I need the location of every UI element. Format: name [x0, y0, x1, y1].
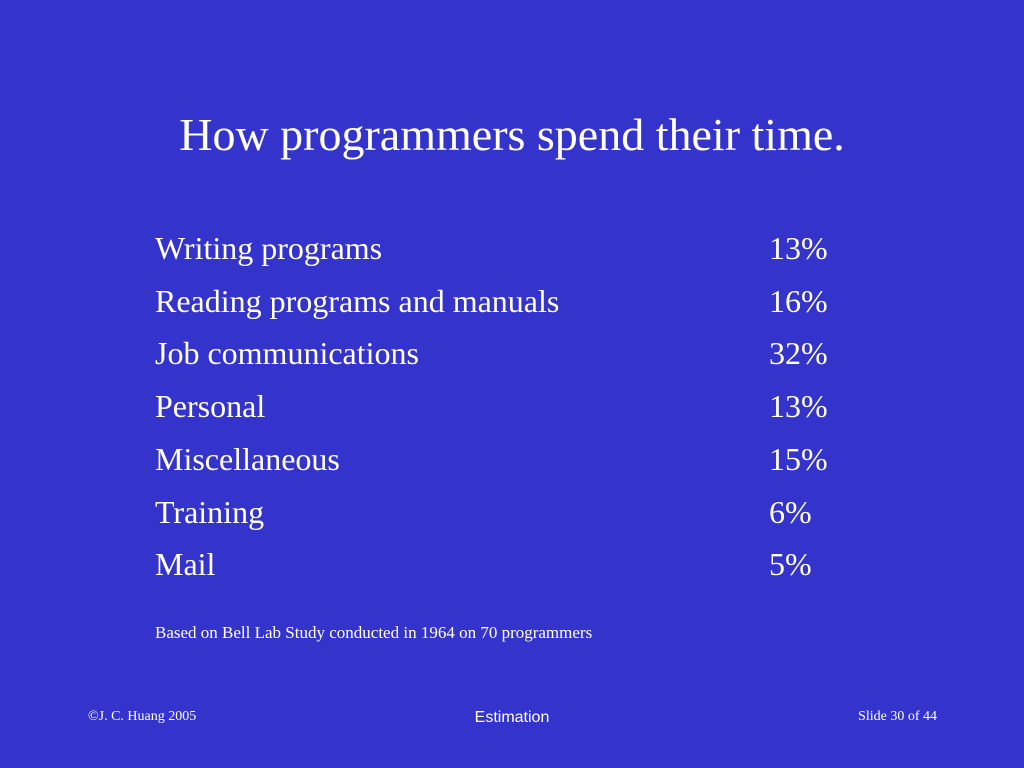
footer-left: ©J. C. Huang 2005 [88, 709, 197, 724]
activity-share: 6% [769, 493, 812, 530]
footnote: Based on Bell Lab Study conducted in 196… [155, 623, 593, 642]
activity-share: 16% [769, 282, 828, 319]
activity-label: Job communications [155, 335, 419, 372]
activity-label: Writing programs [155, 230, 383, 266]
activity-label: Training [155, 493, 265, 530]
activity-label: Miscellaneous [155, 440, 340, 477]
footer-right: Slide 30 of 44 [858, 709, 937, 724]
footer-center: Estimation [474, 709, 550, 726]
activity-share: 5% [769, 546, 812, 583]
activity-label: Mail [155, 546, 216, 583]
activity-share: 15% [769, 440, 828, 477]
activity-label: Personal [155, 388, 266, 425]
activity-share: 13% [769, 388, 828, 425]
activity-share: 32% [769, 335, 828, 372]
activity-share: 13% [769, 230, 828, 266]
slide-title: How programmers spend their time. [179, 109, 845, 160]
activity-label: Reading programs and manuals [155, 282, 560, 319]
